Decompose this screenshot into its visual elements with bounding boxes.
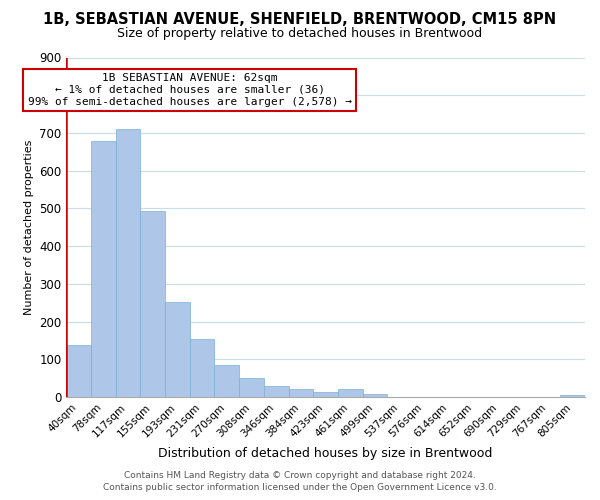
Bar <box>362 394 388 397</box>
Bar <box>289 390 313 397</box>
Bar <box>313 392 338 397</box>
Bar <box>66 346 91 397</box>
Bar <box>338 390 362 397</box>
Text: Contains HM Land Registry data © Crown copyright and database right 2024.
Contai: Contains HM Land Registry data © Crown c… <box>103 471 497 492</box>
Text: Size of property relative to detached houses in Brentwood: Size of property relative to detached ho… <box>118 28 482 40</box>
Bar <box>239 378 264 397</box>
Bar <box>91 141 116 397</box>
Bar <box>140 211 165 397</box>
Bar <box>560 395 585 397</box>
Text: 1B SEBASTIAN AVENUE: 62sqm
← 1% of detached houses are smaller (36)
99% of semi-: 1B SEBASTIAN AVENUE: 62sqm ← 1% of detac… <box>28 74 352 106</box>
Bar <box>165 302 190 397</box>
Text: 1B, SEBASTIAN AVENUE, SHENFIELD, BRENTWOOD, CM15 8PN: 1B, SEBASTIAN AVENUE, SHENFIELD, BRENTWO… <box>43 12 557 28</box>
Bar <box>214 364 239 397</box>
X-axis label: Distribution of detached houses by size in Brentwood: Distribution of detached houses by size … <box>158 447 493 460</box>
Y-axis label: Number of detached properties: Number of detached properties <box>23 140 34 315</box>
Bar <box>116 129 140 397</box>
Bar <box>190 339 214 397</box>
Bar <box>264 386 289 397</box>
